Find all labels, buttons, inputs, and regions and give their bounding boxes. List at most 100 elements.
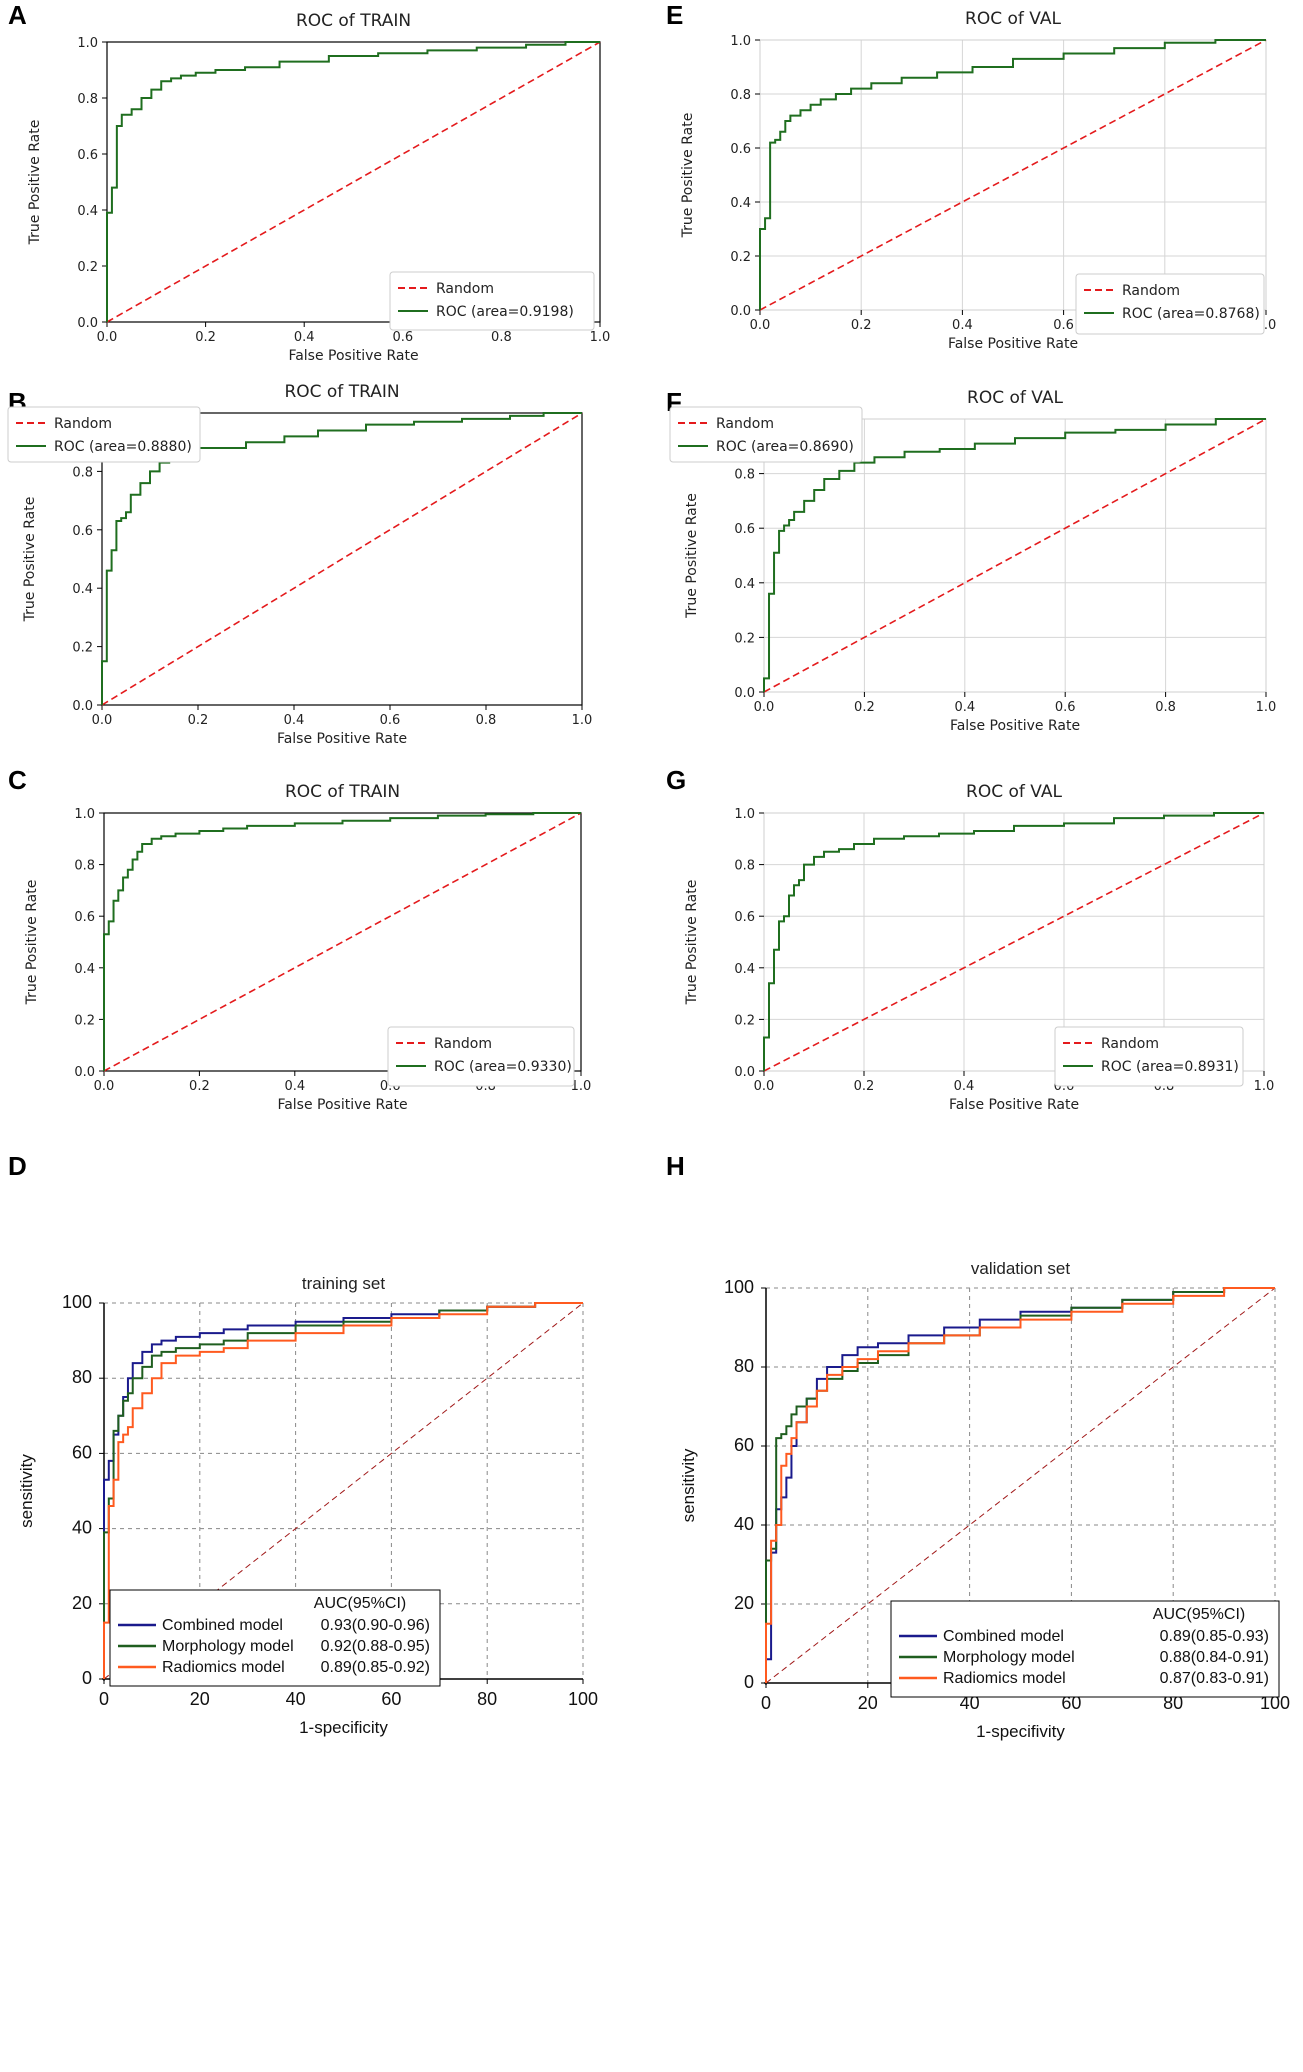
chart-B-title: ROC of TRAIN bbox=[284, 382, 399, 402]
chart-H-xtick-label: 80 bbox=[1163, 1693, 1183, 1713]
chart-E-ytick-label: 0.6 bbox=[730, 142, 751, 157]
chart-G-ytick-label: 1.0 bbox=[734, 807, 755, 822]
chart-F-xtick-label: 0.6 bbox=[1055, 700, 1076, 715]
chart-A-ytick-label: 0.8 bbox=[77, 92, 98, 107]
chart-F: F ROC of VAL0.00.00.20.20.40.40.60.60.80.… bbox=[666, 387, 1276, 734]
chart-G-xtick-label: 0.0 bbox=[754, 1079, 775, 1094]
chart-A: A ROC of TRAIN 0.00.0 0.2 0.2 0.4 0.4 0.6 0.6 0.8… bbox=[8, 0, 611, 364]
chart-B-ytick-label: 0.2 bbox=[72, 641, 93, 656]
panel-letter-C: C bbox=[8, 765, 27, 795]
chart-E-series-roc-area-0-8768- bbox=[759, 39, 1266, 310]
chart-E-xtick-label: 0.2 bbox=[851, 318, 872, 333]
chart-H-legend-label: Morphology model bbox=[943, 1649, 1075, 1666]
chart-D-legend-auc: 0.89(0.85-0.92) bbox=[321, 1659, 430, 1676]
chart-F-legend bbox=[669, 406, 863, 463]
chart-H-xtick-label: 100 bbox=[1260, 1693, 1290, 1713]
chart-H-title: validation set bbox=[971, 1259, 1071, 1278]
chart-D-ytick-label: 20 bbox=[72, 1593, 92, 1613]
chart-A-ytick-label: 0.4 bbox=[77, 204, 98, 219]
chart-C-title: ROC of TRAIN bbox=[285, 782, 400, 802]
chart-F-frame bbox=[763, 418, 1267, 693]
chart-E-legend bbox=[1075, 273, 1265, 335]
chart-C-xtick-label: 0.2 bbox=[189, 1079, 210, 1094]
chart-F-xtick-label: 0.8 bbox=[1155, 700, 1176, 715]
chart-F-xtick-label: 0.4 bbox=[954, 700, 975, 715]
chart-C-ytick-label: 0.2 bbox=[74, 1013, 95, 1028]
chart-H-series-random bbox=[765, 1287, 1276, 1684]
chart-F-xlabel: False Positive Rate bbox=[950, 718, 1080, 734]
chart-H-legend-header: AUC(95%CI) bbox=[1153, 1606, 1245, 1623]
chart-C-legend bbox=[387, 1026, 575, 1087]
chart-H-ytick-label: 0 bbox=[744, 1672, 754, 1692]
chart-A-xtick-label: 0.4 bbox=[294, 330, 315, 345]
chart-D-xtick-label: 40 bbox=[286, 1689, 306, 1709]
chart-E-frame bbox=[759, 39, 1267, 311]
chart-D-xtick-label: 80 bbox=[477, 1689, 497, 1709]
chart-B-xtick-label: 0.4 bbox=[284, 713, 305, 728]
chart-H-legend-auc: 0.89(0.85-0.93) bbox=[1160, 1628, 1269, 1645]
chart-H-ytick-label: 60 bbox=[734, 1435, 754, 1455]
chart-C-series-random bbox=[103, 812, 582, 1072]
chart-A-title: ROC of TRAIN bbox=[296, 11, 411, 31]
chart-C-xtick-label: 0.4 bbox=[284, 1079, 305, 1094]
chart-H-legend-label: Radiomics model bbox=[943, 1670, 1066, 1687]
chart-C-ytick-label: 0.8 bbox=[74, 859, 95, 874]
chart-H-series-radiomics-model bbox=[765, 1287, 1275, 1683]
chart-C-legend-label: ROC (area=0.9330) bbox=[434, 1059, 572, 1075]
chart-F-series-roc-area-0-8690- bbox=[763, 418, 1266, 692]
chart-D-legend-header: AUC(95%CI) bbox=[314, 1595, 406, 1612]
chart-F-xtick-label: 0.2 bbox=[854, 700, 875, 715]
chart-G-ytick-label: 0.0 bbox=[734, 1065, 755, 1080]
chart-B-xtick-label: 0.2 bbox=[188, 713, 209, 728]
chart-D-xtick-label: 0 bbox=[99, 1689, 109, 1709]
panel-letter-E: E bbox=[666, 0, 683, 30]
chart-D-legend bbox=[109, 1589, 441, 1687]
chart-A-ytick-label: 0.6 bbox=[77, 148, 98, 163]
chart-B-frame bbox=[101, 412, 583, 706]
chart-H-xlabel: 1-specifivity bbox=[976, 1722, 1065, 1741]
chart-H-ytick-label: 20 bbox=[734, 1593, 754, 1613]
chart-A-xtick-label: 1.0 bbox=[590, 330, 611, 345]
chart-B-xtick-label: 0.6 bbox=[380, 713, 401, 728]
chart-G-xtick-label: 0.2 bbox=[854, 1079, 875, 1094]
chart-D-ytick-label: 60 bbox=[72, 1442, 92, 1462]
chart-C-ytick-label: 1.0 bbox=[74, 807, 95, 822]
chart-D-legend-auc: 0.92(0.88-0.95) bbox=[321, 1638, 430, 1655]
chart-A-ytick-label: 0.0 bbox=[77, 316, 98, 331]
chart-H-legend-auc: 0.88(0.84-0.91) bbox=[1160, 1649, 1269, 1666]
chart-D-xtick-label: 60 bbox=[381, 1689, 401, 1709]
chart-E-ytick-label: 1.0 bbox=[730, 34, 751, 49]
chart-A-frame bbox=[106, 41, 601, 323]
chart-H-ytick-label: 80 bbox=[734, 1356, 754, 1376]
panel-letter-D: D bbox=[8, 1151, 27, 1181]
chart-B-legend-label: ROC (area=0.8880) bbox=[54, 439, 192, 455]
chart-D-legend-label: Combined model bbox=[162, 1617, 283, 1634]
chart-C-ytick-label: 0.6 bbox=[74, 910, 95, 925]
chart-F-xtick-label: 0.0 bbox=[754, 700, 775, 715]
chart-H-legend-auc: 0.87(0.83-0.91) bbox=[1160, 1670, 1269, 1687]
chart-A-legend bbox=[389, 271, 595, 331]
chart-G-ylabel: True Positive Rate bbox=[684, 880, 700, 1006]
chart-A-xtick-label: 0.8 bbox=[491, 330, 512, 345]
chart-H-legend-label: Combined model bbox=[943, 1628, 1064, 1645]
chart-H-legend bbox=[890, 1600, 1280, 1698]
chart-E-xlabel: False Positive Rate bbox=[948, 336, 1078, 352]
chart-D-xlabel: 1-specificity bbox=[299, 1718, 388, 1737]
chart-H-ytick-label: 40 bbox=[734, 1514, 754, 1534]
chart-B-legend-label: Random bbox=[54, 416, 112, 432]
chart-E-series-random bbox=[759, 39, 1267, 311]
chart-F-series-random bbox=[763, 418, 1267, 693]
chart-A-series-roc-area-0-9198- bbox=[106, 41, 600, 322]
chart-F-legend-label: Random bbox=[716, 416, 774, 432]
chart-E-legend-label: ROC (area=0.8768) bbox=[1122, 306, 1260, 322]
chart-D-title: training set bbox=[302, 1274, 385, 1293]
chart-F-ylabel: True Positive Rate bbox=[684, 493, 700, 619]
chart-H-xtick-label: 40 bbox=[960, 1693, 980, 1713]
chart-F-legend-label: ROC (area=0.8690) bbox=[716, 439, 854, 455]
chart-A-legend-label: Random bbox=[436, 281, 494, 297]
chart-H-ylabel: sensitivity bbox=[679, 1448, 698, 1522]
chart-E-ytick-label: 0.2 bbox=[730, 250, 751, 265]
chart-A-xtick-label: 0.6 bbox=[392, 330, 413, 345]
chart-B-series-random bbox=[101, 412, 583, 706]
